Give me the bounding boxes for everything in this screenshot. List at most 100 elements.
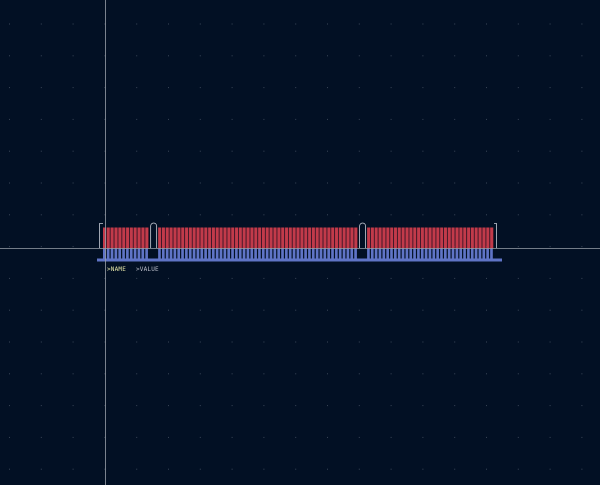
- grid-dot: [390, 150, 392, 152]
- top-pad: [490, 227, 494, 249]
- top-pad: [165, 227, 169, 249]
- bottom-pad: [486, 248, 489, 259]
- grid-dot: [358, 214, 360, 216]
- bottom-copper-strip: [97, 258, 502, 262]
- grid-dot: [263, 405, 265, 407]
- top-pad: [204, 227, 208, 249]
- bottom-pad: [200, 248, 204, 259]
- grid-dot: [168, 405, 169, 407]
- grid-dot: [72, 23, 74, 25]
- grid-dot: [9, 246, 10, 248]
- grid-dot: [231, 182, 233, 184]
- grid-dot: [168, 277, 169, 279]
- grid-dot: [72, 87, 74, 89]
- grid-dot: [581, 405, 583, 407]
- bottom-pad: [137, 248, 141, 259]
- bottom-pad: [188, 248, 192, 259]
- grid-dot: [327, 436, 328, 438]
- top-pad: [254, 227, 258, 249]
- grid-dot: [390, 277, 392, 279]
- top-pad: [208, 227, 212, 249]
- grid-dot: [231, 277, 233, 279]
- grid-dot: [581, 214, 583, 216]
- grid-dot: [517, 468, 519, 470]
- grid-dot: [327, 55, 328, 57]
- top-pad: [161, 227, 165, 249]
- grid-dot: [581, 341, 583, 343]
- top-pad: [118, 227, 122, 249]
- grid-dot: [549, 23, 551, 25]
- grid-dot: [40, 436, 42, 438]
- bottom-pad: [106, 248, 110, 259]
- grid-dot: [358, 468, 360, 470]
- grid-dot: [9, 87, 10, 89]
- bottom-pad: [133, 248, 137, 259]
- grid-dot: [104, 182, 106, 184]
- grid-dot: [358, 182, 360, 184]
- grid-dot: [40, 23, 42, 25]
- grid-dot: [199, 246, 201, 248]
- grid-dot: [517, 118, 519, 120]
- top-pad: [401, 227, 405, 249]
- top-pad: [106, 227, 110, 249]
- bottom-pad: [181, 248, 184, 259]
- grid-dot: [390, 468, 392, 470]
- grid-dot: [422, 55, 424, 57]
- grid-dot: [327, 341, 328, 343]
- top-pad: [367, 227, 371, 249]
- grid-dot: [9, 182, 10, 184]
- grid-dot: [358, 309, 360, 311]
- grid-dot: [72, 373, 74, 375]
- grid-dot: [358, 150, 360, 152]
- bottom-pad: [231, 248, 234, 259]
- bottom-pad: [285, 248, 288, 259]
- bottom-pad: [447, 248, 451, 259]
- top-pad: [192, 227, 196, 249]
- bottom-pad: [451, 248, 455, 259]
- bottom-pad: [169, 248, 173, 259]
- grid-dot: [263, 277, 265, 279]
- top-pad: [129, 227, 133, 249]
- bottom-pad: [315, 248, 319, 259]
- grid-dot: [136, 87, 138, 89]
- grid-dot: [168, 23, 169, 25]
- bottom-pad: [405, 248, 409, 259]
- top-pad: [338, 227, 342, 249]
- grid-dot: [422, 214, 424, 216]
- top-pad: [482, 227, 486, 249]
- grid-dot: [422, 341, 424, 343]
- grid-dot: [581, 277, 583, 279]
- top-pad: [382, 227, 386, 249]
- name-placeholder-label: >NAME: [107, 266, 127, 273]
- grid-dot: [199, 405, 201, 407]
- bottom-pad: [215, 248, 219, 259]
- top-pad: [133, 227, 137, 249]
- top-pad: [405, 227, 409, 249]
- top-pad: [308, 227, 312, 249]
- grid-dot: [486, 373, 487, 375]
- grid-dot: [231, 309, 233, 311]
- grid-dot: [168, 150, 169, 152]
- grid-dot: [295, 87, 297, 89]
- connector-footprint[interactable]: [97, 222, 502, 262]
- grid-dot: [581, 309, 583, 311]
- top-pad: [211, 227, 215, 249]
- grid-dot: [454, 150, 456, 152]
- grid-dot: [136, 150, 138, 152]
- grid-dot: [390, 405, 392, 407]
- grid-dot: [517, 182, 519, 184]
- grid-dot: [199, 23, 201, 25]
- grid-dot: [486, 405, 487, 407]
- grid-dot: [454, 87, 456, 89]
- grid-dot: [327, 182, 328, 184]
- grid-dot: [263, 436, 265, 438]
- bottom-pad: [269, 248, 273, 259]
- grid-dots: [9, 23, 583, 470]
- grid-dot: [231, 55, 233, 57]
- top-pad: [390, 227, 394, 249]
- grid-dot: [454, 277, 456, 279]
- top-pad: [394, 227, 397, 249]
- grid-dot: [104, 87, 106, 89]
